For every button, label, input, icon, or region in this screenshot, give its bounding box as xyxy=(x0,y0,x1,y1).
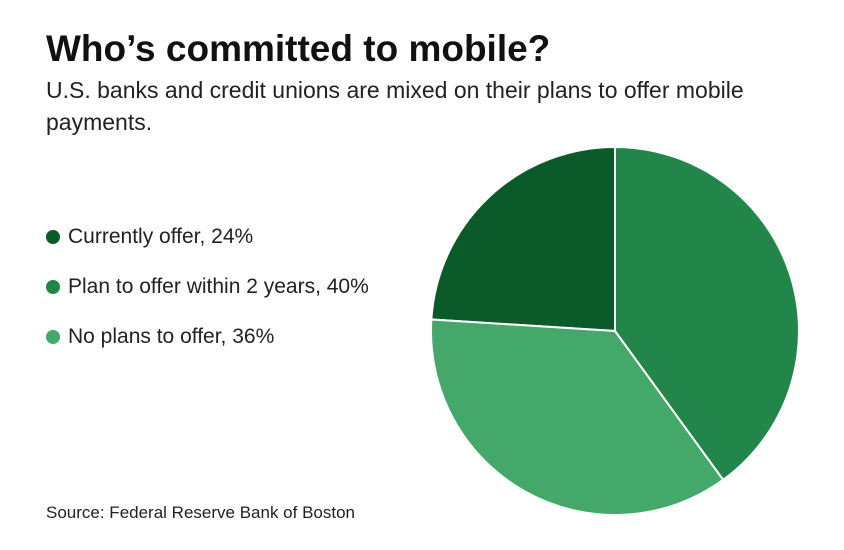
legend-marker xyxy=(46,280,60,294)
legend-label: No plans to offer, 36% xyxy=(68,325,275,348)
pie-slice xyxy=(430,318,725,516)
chart-subtitle: U.S. banks and credit unions are mixed o… xyxy=(46,77,744,135)
pie-slice xyxy=(430,145,616,333)
legend-label: Currently offer, 24% xyxy=(68,225,254,248)
legend-item: Plan to offer within 2 years, 40% xyxy=(46,262,369,312)
pie-slice xyxy=(614,145,800,482)
legend-label: Plan to offer within 2 years, 40% xyxy=(68,275,369,298)
legend-marker xyxy=(46,230,60,244)
legend: Currently offer, 24% Plan to offer within… xyxy=(46,212,369,362)
legend-item: No plans to offer, 36% xyxy=(46,312,369,362)
chart-title: Who’s committed to mobile? xyxy=(46,28,551,69)
legend-marker xyxy=(46,330,60,344)
legend-item: Currently offer, 24% xyxy=(46,212,369,262)
source: Source: Federal Reserve Bank of Boston xyxy=(46,503,355,522)
